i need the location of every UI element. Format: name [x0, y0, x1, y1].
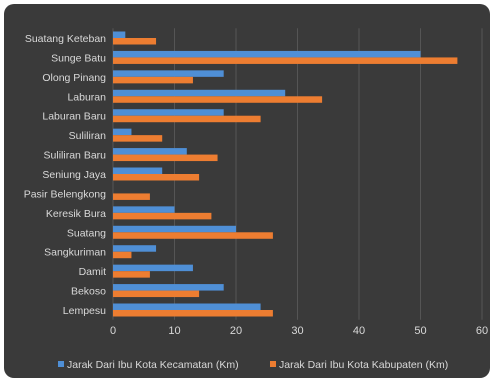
bar-kabupaten [113, 76, 193, 84]
bar-kecamatan [113, 128, 132, 136]
category-label: Seniung Jaya [42, 169, 106, 181]
x-tick-label: 0 [110, 325, 116, 337]
bar-kabupaten [113, 135, 163, 142]
bar-kabupaten [113, 232, 273, 239]
bar-kecamatan [113, 148, 187, 155]
bar-kecamatan [113, 89, 286, 97]
category-label: Sangkuriman [44, 247, 106, 259]
x-tick-label: 30 [291, 325, 303, 337]
bars [113, 31, 458, 317]
legend: Jarak Dari Ibu Kota Kecamatan (Km) Jarak … [58, 359, 448, 371]
x-tick-label: 60 [476, 325, 488, 337]
bar-kabupaten [113, 57, 458, 64]
legend-swatch [270, 361, 276, 367]
bar-kabupaten [113, 193, 150, 200]
x-tick-label: 20 [230, 325, 242, 337]
category-label: Suliliran [69, 130, 107, 142]
bar-kecamatan [113, 264, 193, 272]
category-label: Keresik Bura [46, 208, 106, 220]
bar-kabupaten [113, 290, 200, 298]
bar-kecamatan [113, 303, 261, 310]
category-label: Sunge Batu [51, 52, 106, 64]
category-label: Suatang [67, 227, 106, 239]
bar-kecamatan [113, 31, 126, 38]
bar-kecamatan [113, 284, 224, 291]
x-tick-label: 50 [414, 325, 426, 337]
category-label: Suatang Keteban [25, 33, 106, 45]
category-label: Pasir Belengkong [24, 188, 106, 200]
bar-kabupaten [113, 115, 261, 123]
bar-kecamatan [113, 70, 224, 77]
bar-kabupaten [113, 212, 212, 220]
x-tick-label: 10 [168, 325, 180, 337]
bar-kecamatan [113, 225, 236, 233]
bar-kecamatan [113, 50, 421, 58]
category-label: Bekoso [71, 286, 106, 298]
bar-kecamatan [113, 167, 163, 174]
category-label: Laburan Baru [42, 111, 106, 123]
category-label: Suliliran Baru [44, 150, 107, 162]
category-label: Olong Pinang [42, 72, 106, 84]
bar-kecamatan [113, 245, 157, 252]
bar-kecamatan [113, 109, 224, 116]
bar-kabupaten [113, 96, 323, 103]
legend-label: Jarak Dari Ibu Kota Kecamatan (Km) [67, 359, 239, 371]
category-labels: Suatang Keteban Sunge Batu Olong Pinang Lab… [24, 33, 106, 317]
x-axis-ticks: 0 10 20 30 40 50 60 [110, 325, 488, 337]
bar-kabupaten [113, 38, 157, 45]
category-label: Laburan [67, 91, 106, 103]
legend-swatch [58, 361, 64, 367]
bar-kabupaten [113, 174, 200, 181]
bar-kabupaten [113, 251, 132, 259]
bar-kabupaten [113, 271, 150, 278]
category-label: Lempesu [63, 305, 106, 317]
legend-label: Jarak Dari Ibu Kota Kabupaten (Km) [279, 359, 448, 371]
bar-kabupaten [113, 154, 218, 162]
bar-kecamatan [113, 206, 175, 213]
category-label: Damit [79, 266, 107, 278]
bar-kabupaten [113, 310, 273, 317]
x-tick-label: 40 [353, 325, 365, 337]
